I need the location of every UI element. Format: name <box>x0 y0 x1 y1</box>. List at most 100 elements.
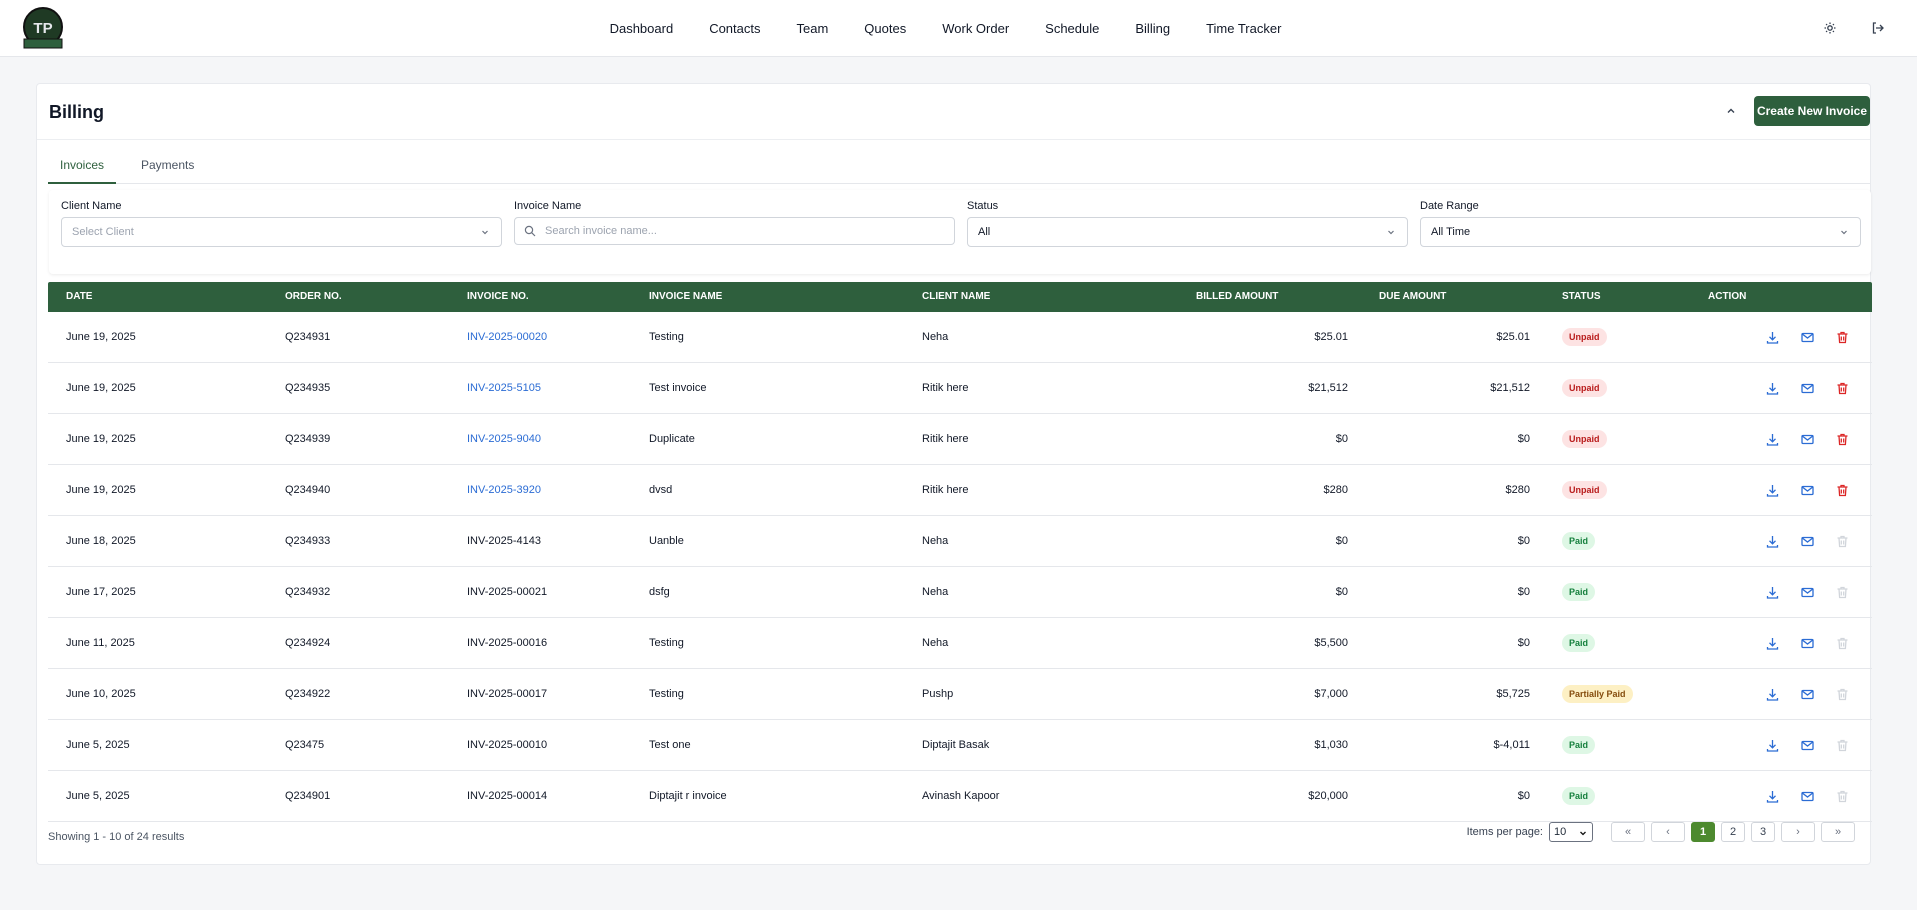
download-icon[interactable] <box>1765 585 1780 600</box>
date-cell: June 19, 2025 <box>66 433 136 445</box>
status-select[interactable]: All <box>967 217 1408 247</box>
billed-amount-cell: $25.01 <box>1314 331 1348 343</box>
table-row[interactable]: June 18, 2025 Q234933 INV-2025-4143 Uanble N… <box>48 516 1872 567</box>
mail-icon[interactable] <box>1800 483 1815 498</box>
table-row[interactable]: June 10, 2025 Q234922 INV-2025-00017 Testin… <box>48 669 1872 720</box>
trash-icon[interactable] <box>1835 381 1850 396</box>
invoice-search-input[interactable] <box>514 217 955 245</box>
items-per-page-label: Items per page: <box>1466 826 1543 838</box>
prev-page-button[interactable]: ‹ <box>1651 822 1685 842</box>
download-icon[interactable] <box>1765 636 1780 651</box>
download-icon[interactable] <box>1765 432 1780 447</box>
mail-icon[interactable] <box>1800 585 1815 600</box>
nav-link[interactable]: Quotes <box>864 21 907 36</box>
nav-link[interactable]: Billing <box>1135 21 1171 36</box>
billing-tabs: Invoices Payments <box>48 154 1870 184</box>
due-amount-cell: $-4,011 <box>1493 739 1531 751</box>
mail-icon[interactable] <box>1800 636 1815 651</box>
status-badge: Paid <box>1562 634 1596 652</box>
trash-icon[interactable] <box>1835 432 1850 447</box>
download-icon[interactable] <box>1765 330 1780 345</box>
date-cell: June 19, 2025 <box>66 331 136 343</box>
trash-icon[interactable] <box>1835 483 1850 498</box>
order-no-cell: Q234901 <box>285 790 331 802</box>
page-button-2[interactable]: 2 <box>1721 822 1745 842</box>
table-row[interactable]: June 19, 2025 Q234940 INV-2025-3920 dvsd Rit… <box>48 465 1872 516</box>
nav-link[interactable]: Contacts <box>709 21 761 36</box>
mail-icon[interactable] <box>1800 381 1815 396</box>
company-logo[interactable]: TP <box>18 6 68 52</box>
download-icon[interactable] <box>1765 789 1780 804</box>
page-button-3[interactable]: 3 <box>1751 822 1775 842</box>
table-row[interactable]: June 19, 2025 Q234935 INV-2025-5105 Test in… <box>48 363 1872 414</box>
invoice-no-cell: INV-2025-00017 <box>467 688 548 700</box>
mail-icon[interactable] <box>1800 687 1815 702</box>
create-invoice-button[interactable]: Create New Invoice <box>1754 96 1870 126</box>
invoice-no-cell[interactable]: INV-2025-5105 <box>467 382 541 394</box>
table-row[interactable]: June 19, 2025 Q234931 INV-2025-00020 Testin… <box>48 312 1872 363</box>
order-no-cell: Q234940 <box>285 484 331 496</box>
chevron-down-icon <box>482 230 488 235</box>
date-range-select[interactable]: All Time <box>1420 217 1861 247</box>
date-cell: June 11, 2025 <box>66 637 135 649</box>
download-icon[interactable] <box>1765 687 1780 702</box>
order-no-cell: Q234931 <box>285 331 331 343</box>
invoice-name-cell: dvsd <box>649 484 673 496</box>
items-per-page-select[interactable]: 10 <box>1549 822 1593 842</box>
mail-icon[interactable] <box>1800 738 1815 753</box>
invoice-no-cell[interactable]: INV-2025-00020 <box>467 331 548 343</box>
download-icon[interactable] <box>1765 534 1780 549</box>
nav-link[interactable]: Team <box>796 21 829 36</box>
tab-payments[interactable]: Payments <box>141 158 195 172</box>
invoice-name-cell: Testing <box>649 331 684 343</box>
download-icon[interactable] <box>1765 381 1780 396</box>
invoice-name-cell: Test one <box>649 739 691 751</box>
nav-link[interactable]: Schedule <box>1045 21 1100 36</box>
invoice-no-cell: INV-2025-00014 <box>467 790 548 802</box>
status-badge: Paid <box>1562 583 1596 601</box>
table-row[interactable]: June 17, 2025 Q234932 INV-2025-00021 dsfg Ne… <box>48 567 1872 618</box>
table-row[interactable]: June 19, 2025 Q234939 INV-2025-9040 Duplica… <box>48 414 1872 465</box>
chevron-down-icon <box>1841 230 1847 235</box>
table-row[interactable]: June 5, 2025 Q234901 INV-2025-00014 Diptaji… <box>48 771 1872 822</box>
column-header: INVOICE NO. <box>467 291 529 302</box>
table-row[interactable]: June 5, 2025 Q23475 INV-2025-00010 Test one… <box>48 720 1872 771</box>
table-row[interactable]: June 11, 2025 Q234924 INV-2025-00016 Testin… <box>48 618 1872 669</box>
billed-amount-cell: $7,000 <box>1314 688 1348 700</box>
tab-invoices[interactable]: Invoices <box>48 154 117 184</box>
status-badge: Paid <box>1562 787 1596 805</box>
nav-link[interactable]: Work Order <box>942 21 1010 36</box>
mail-icon[interactable] <box>1800 432 1815 447</box>
date-cell: June 18, 2025 <box>66 535 136 547</box>
due-amount-cell: $21,512 <box>1490 382 1530 394</box>
nav-link[interactable]: Time Tracker <box>1206 21 1282 36</box>
first-page-button[interactable]: « <box>1611 822 1645 842</box>
search-icon <box>524 225 536 237</box>
invoice-name-label: Invoice Name <box>514 200 582 212</box>
trash-icon <box>1835 636 1850 651</box>
download-icon[interactable] <box>1765 483 1780 498</box>
logo-text: TP <box>33 20 52 37</box>
billed-amount-cell: $5,500 <box>1314 637 1348 649</box>
trash-icon[interactable] <box>1835 330 1850 345</box>
logout-icon[interactable] <box>1870 20 1886 36</box>
client-select[interactable]: Select Client <box>61 217 502 247</box>
client-select-value: Select Client <box>72 226 134 238</box>
mail-icon[interactable] <box>1800 789 1815 804</box>
last-page-button[interactable]: » <box>1821 822 1855 842</box>
page-button-1[interactable]: 1 <box>1691 822 1715 842</box>
nav-link[interactable]: Dashboard <box>609 21 674 36</box>
mail-icon[interactable] <box>1800 534 1815 549</box>
invoice-no-cell[interactable]: INV-2025-3920 <box>467 484 541 496</box>
invoice-no-cell[interactable]: INV-2025-9040 <box>467 433 541 445</box>
download-icon[interactable] <box>1765 738 1780 753</box>
due-amount-cell: $0 <box>1517 535 1530 547</box>
gear-icon[interactable] <box>1822 20 1838 36</box>
billed-amount-cell: $20,000 <box>1308 790 1348 802</box>
chevron-up-icon[interactable] <box>1724 104 1738 118</box>
next-page-button[interactable]: › <box>1781 822 1815 842</box>
invoice-table: DATE ORDER NO. INVOICE NO. INVOICE NAME CLIE… <box>48 282 1872 822</box>
table-header: DATE ORDER NO. INVOICE NO. INVOICE NAME CLIE… <box>48 282 1872 312</box>
mail-icon[interactable] <box>1800 330 1815 345</box>
billed-amount-cell: $0 <box>1335 535 1348 547</box>
